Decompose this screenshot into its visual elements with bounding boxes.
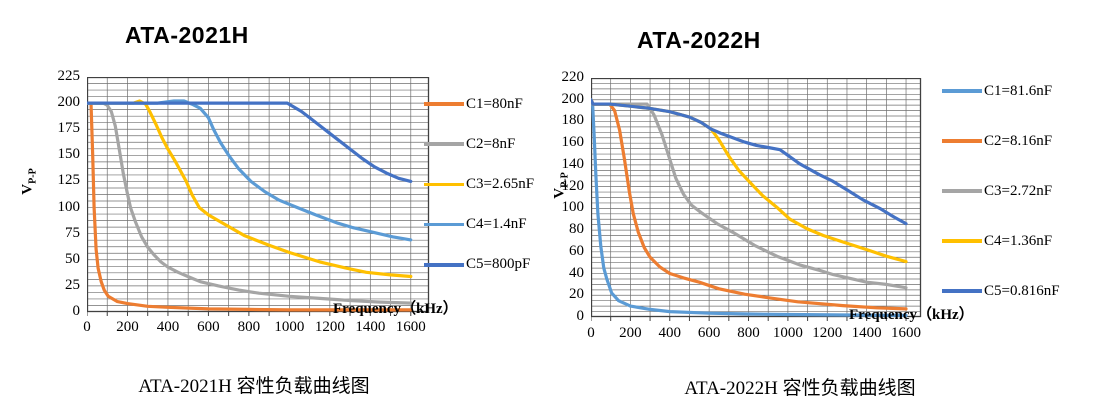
legend-line-swatch — [942, 139, 982, 143]
legend-line-swatch — [424, 142, 464, 146]
x-tick-label: 400 — [658, 325, 682, 341]
plot-area — [87, 77, 430, 316]
legend-entry-c3: C3=2.72nF — [942, 182, 1052, 200]
x-tick-label: 1600 — [891, 325, 922, 341]
legend-label: C4=1.36nF — [984, 232, 1053, 249]
plot-area — [591, 78, 922, 321]
x-tick-label: 1400 — [355, 319, 386, 335]
legend-line-swatch — [424, 263, 464, 267]
series-curve-c5 — [591, 98, 908, 226]
chart-title: ATA-2021H — [125, 22, 249, 48]
x-tick-label: 600 — [697, 325, 721, 341]
x-axis-title: Frequency（kHz） — [333, 301, 458, 317]
legend-entry-c4: C4=1.36nF — [942, 232, 1052, 250]
series-curve-c1 — [591, 98, 908, 317]
legend-label: C1=80nF — [466, 95, 523, 112]
legend-entry-c1: C1=80nF — [424, 95, 523, 113]
y-tick-label: 125 — [57, 172, 81, 189]
series-curve-c3 — [87, 99, 413, 279]
x-tick-label: 1200 — [314, 319, 345, 335]
y-tick-label: 50 — [65, 250, 80, 267]
legend-line-swatch — [942, 239, 982, 243]
y-tick-label: 120 — [561, 177, 585, 194]
legend-line-swatch — [942, 289, 982, 293]
x-tick-label: 200 — [116, 319, 139, 335]
y-tick-label: 80 — [569, 221, 584, 238]
y-tick-label: 150 — [57, 146, 81, 163]
legend-entry-c2: C2=8nF — [424, 135, 515, 153]
legend-label: C5=800pF — [466, 256, 531, 273]
legend-entry-c2: C2=8.16nF — [942, 132, 1052, 150]
legend-entry-c5: C5=0.816nF — [942, 282, 1060, 300]
y-tick-label: 220 — [561, 69, 585, 85]
series-curve-c3 — [591, 98, 908, 290]
legend-label: C5=0.816nF — [984, 282, 1060, 299]
y-axis-label-main: V — [19, 183, 36, 195]
x-tick-label: 1400 — [851, 325, 882, 341]
y-axis-label-sub: P-P — [27, 168, 39, 184]
y-tick-label: 100 — [561, 199, 585, 216]
x-tick-label: 0 — [587, 325, 595, 341]
legend-line-swatch — [942, 189, 982, 193]
y-tick-label: 60 — [569, 242, 584, 259]
x-tick-label: 0 — [83, 319, 91, 335]
x-tick-label: 1200 — [812, 325, 843, 341]
legend-line-swatch — [424, 102, 464, 106]
x-tick-label: 600 — [197, 319, 220, 335]
legend-entry-c3: C3=2.65nF — [424, 175, 534, 193]
legend-label: C3=2.72nF — [984, 182, 1053, 199]
y-tick-label: 100 — [57, 198, 81, 215]
legend-line-swatch — [424, 222, 464, 227]
legend-line-swatch — [942, 89, 982, 93]
series-curve-c2 — [591, 98, 908, 311]
series-curve-c2 — [87, 101, 413, 305]
y-tick-label: 0 — [576, 308, 585, 324]
legend-entry-c4: C4=1.4nF — [424, 216, 527, 234]
series-curve-c5 — [87, 101, 413, 184]
x-tick-label: 800 — [237, 319, 261, 335]
y-tick-label: 75 — [65, 224, 80, 241]
y-tick-label: 25 — [65, 276, 80, 293]
y-tick-label: 20 — [569, 286, 584, 303]
series-curve-c1 — [87, 101, 413, 312]
y-tick-label: 140 — [561, 155, 585, 172]
y-tick-label: 0 — [72, 303, 81, 319]
x-axis-title: Frequency（kHz） — [849, 307, 974, 323]
legend-entry-c1: C1=81.6nF — [942, 82, 1052, 100]
x-tick-label: 1000 — [274, 319, 305, 335]
y-tick-label: 200 — [57, 94, 81, 111]
legend-label: C3=2.65nF — [466, 175, 535, 192]
x-tick-label: 800 — [737, 325, 760, 341]
y-axis-label: VP-P — [20, 168, 39, 194]
chart-caption: ATA-2022H 容性负载曲线图 — [684, 378, 916, 399]
legend-label: C1=81.6nF — [984, 82, 1053, 99]
x-tick-label: 1600 — [395, 319, 426, 335]
y-tick-label: 225 — [57, 68, 81, 84]
legend-label: C4=1.4nF — [466, 216, 527, 233]
y-tick-label: 180 — [561, 112, 585, 129]
legend-line-swatch — [424, 182, 464, 187]
chart-caption: ATA-2021H 容性负载曲线图 — [138, 376, 370, 397]
x-tick-label: 200 — [619, 325, 642, 341]
y-tick-label: 40 — [569, 264, 584, 281]
x-tick-label: 1000 — [772, 325, 803, 341]
plot-border — [87, 77, 430, 313]
chart-title: ATA-2022H — [637, 27, 761, 53]
y-tick-label: 175 — [57, 120, 81, 137]
plot-border — [591, 78, 922, 318]
legend-entry-c5: C5=800pF — [424, 256, 530, 274]
y-tick-label: 160 — [561, 134, 585, 151]
legend-label: C2=8nF — [466, 135, 516, 152]
legend-label: C2=8.16nF — [984, 132, 1053, 149]
y-tick-label: 200 — [561, 90, 585, 107]
x-tick-label: 400 — [156, 319, 180, 335]
